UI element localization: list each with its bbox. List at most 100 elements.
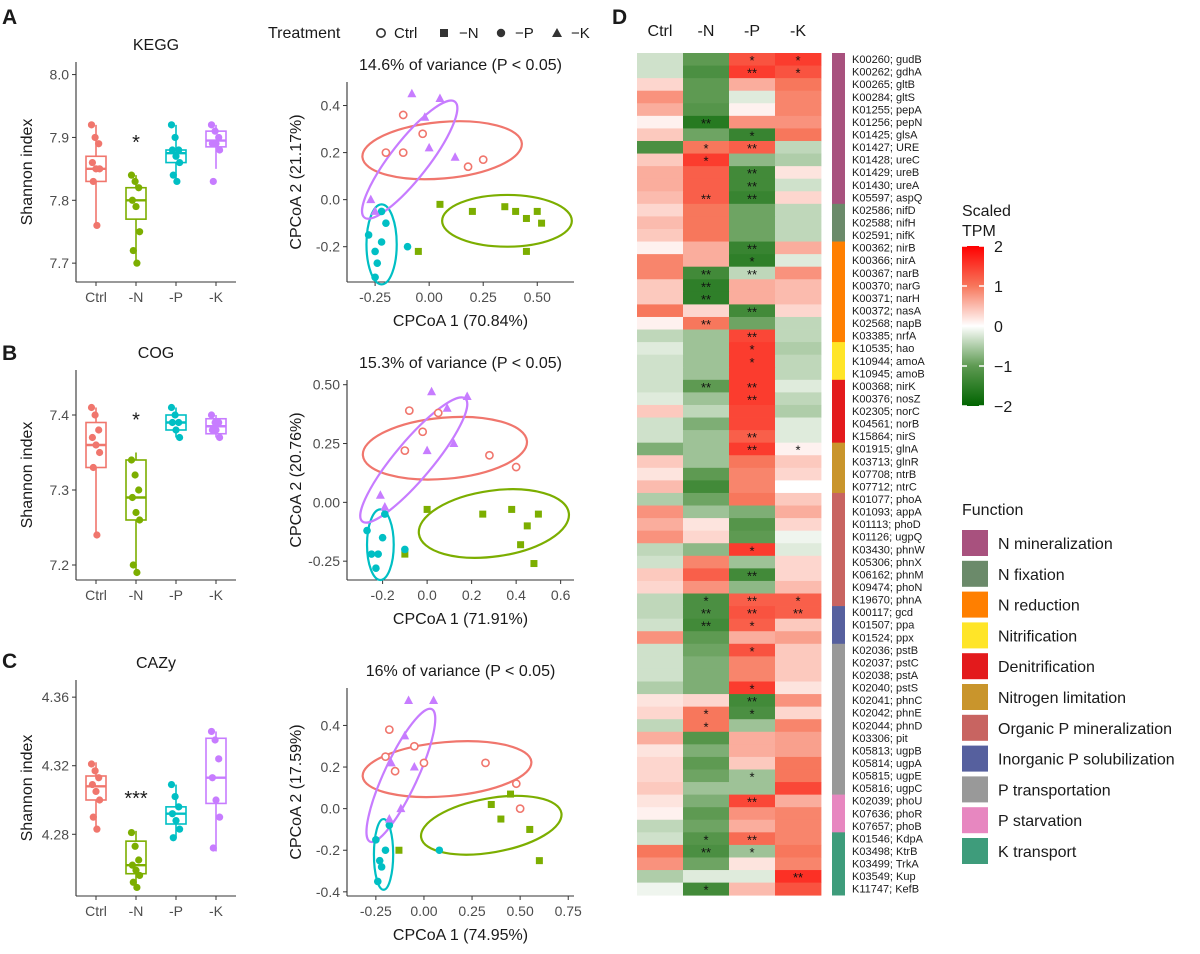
heatmap-cell — [683, 857, 730, 871]
heatmap-cell — [637, 857, 684, 871]
heatmap-cell — [683, 254, 730, 268]
heatmap-row-label: K01113; phoD — [852, 519, 921, 531]
heatmap-row-k05814-ugpa: K05814; ugpA — [637, 756, 922, 770]
heatmap-cell — [729, 442, 776, 456]
heatmap-cell — [729, 153, 776, 167]
heatmap-row-k10944-amoa: * K10944; amoA — [637, 354, 925, 370]
heatmap-cell — [683, 731, 730, 745]
function-bar-nitrification — [832, 342, 845, 381]
x-tick-label: -N — [129, 587, 144, 603]
significance-marker: ** — [701, 292, 711, 307]
heatmap-row-k05597-aspq: ** ** K05597; aspQ — [637, 191, 923, 206]
sample-point-minus-p — [372, 836, 380, 844]
significance-marker: ** — [747, 330, 757, 345]
data-point — [93, 531, 101, 539]
heatmap-cell — [729, 404, 776, 418]
y-axis-label: CPCoA 2 (20.76%) — [288, 412, 305, 547]
sample-point-minus-k — [366, 194, 376, 204]
heatmap-cell — [637, 505, 684, 519]
data-point — [212, 140, 220, 148]
function-legend-item-n-fixation: N fixation — [962, 560, 1065, 587]
heatmap-cell — [729, 518, 776, 532]
legend-item-ctrl: Ctrl — [375, 25, 417, 42]
function-legend-item-nitrification: Nitrification — [962, 622, 1077, 649]
function-legend-label: P transportation — [998, 782, 1111, 799]
sample-point-minus-n — [487, 800, 495, 808]
heatmap-cell — [637, 140, 684, 154]
sample-point-ctrl — [481, 758, 490, 768]
heatmap-row-label: K00367; narB — [852, 268, 919, 280]
significance-marker: * — [749, 770, 754, 785]
data-point — [132, 866, 140, 874]
heatmap-cell — [729, 870, 776, 884]
sample-point-minus-p — [381, 510, 389, 518]
heatmap-cell — [637, 668, 684, 682]
heatmap-cell — [775, 191, 822, 205]
legend-item-minus-k: −K — [552, 25, 590, 42]
heatmap-cell — [729, 618, 776, 632]
heatmap-cell — [637, 807, 684, 821]
heatmap-cell — [775, 782, 822, 796]
x-tick-label: -K — [209, 903, 224, 919]
function-legend-item-p-starvation: P starvation — [962, 807, 1082, 834]
heatmap-row-label: K02591; nifK — [852, 230, 916, 242]
sample-point-minus-n — [526, 825, 534, 833]
heatmap-cell — [729, 681, 776, 695]
x-tick-label: -N — [129, 289, 144, 305]
heatmap-cell — [637, 530, 684, 544]
heatmap-cell — [775, 78, 822, 92]
data-point — [136, 871, 144, 880]
heatmap-cell — [683, 756, 730, 770]
data-point — [209, 177, 217, 186]
heatmap-cell — [637, 228, 684, 242]
sample-point-minus-k — [450, 152, 460, 161]
heatmap-cell — [683, 467, 730, 481]
heatmap-cell — [683, 191, 730, 205]
heatmap-cell — [775, 316, 822, 330]
heatmap-row-label: K05814; ugpA — [852, 758, 922, 770]
scale-tick-label: −1 — [994, 359, 1012, 376]
x-tick-label: -0.25 — [359, 289, 391, 305]
heatmap-cell — [637, 203, 684, 217]
sample-point-ctrl — [511, 462, 521, 472]
significance-marker: * — [795, 66, 800, 81]
heatmap-cell — [729, 593, 776, 607]
circle-icon — [496, 28, 506, 38]
heatmap-cell — [683, 354, 730, 368]
confidence-ellipse-minus-p — [365, 203, 398, 286]
heatmap-cell — [637, 656, 684, 670]
heatmap-cell — [683, 342, 730, 356]
sample-point-minus-p — [364, 231, 373, 239]
heatmap-row-label: K01546; KdpA — [852, 833, 924, 845]
sample-point-ctrl — [390, 766, 400, 776]
heatmap-cell — [729, 782, 776, 796]
data-point — [168, 810, 176, 818]
significance-marker: * — [132, 410, 140, 432]
heatmap-row-label: K07708; ntrB — [852, 469, 916, 481]
heatmap-cell — [637, 103, 684, 117]
heatmap-cell — [775, 656, 822, 670]
box-minus-k — [205, 121, 227, 186]
heatmap-cell — [775, 681, 822, 695]
sample-point-minus-p — [371, 247, 379, 256]
confidence-ellipse-minus-k — [359, 396, 469, 524]
function-legend-item-n-reduction: N reduction — [962, 591, 1080, 618]
data-point — [87, 403, 96, 412]
box-minus-k — [205, 411, 227, 442]
function-bar-n-fixation — [832, 203, 845, 242]
y-tick-label: 7.4 — [50, 407, 70, 423]
data-point — [132, 508, 140, 517]
data-point — [89, 813, 97, 821]
heatmap-cell — [637, 90, 684, 104]
heatmap-cell — [775, 731, 822, 745]
significance-marker: ** — [747, 166, 757, 181]
significance-marker: ** — [793, 606, 803, 621]
heatmap-row-label: K00366; nirA — [852, 255, 916, 267]
sample-point-ctrl — [511, 779, 521, 789]
y-axis-label: Shannon index — [19, 119, 36, 226]
heatmap-cell — [683, 593, 730, 607]
data-point — [129, 246, 137, 255]
heatmap-row-label: K03385; nrfA — [852, 331, 917, 343]
heatmap-row-k05813-ugpb: K05813; ugpB — [637, 744, 922, 757]
function-swatch — [962, 714, 988, 741]
